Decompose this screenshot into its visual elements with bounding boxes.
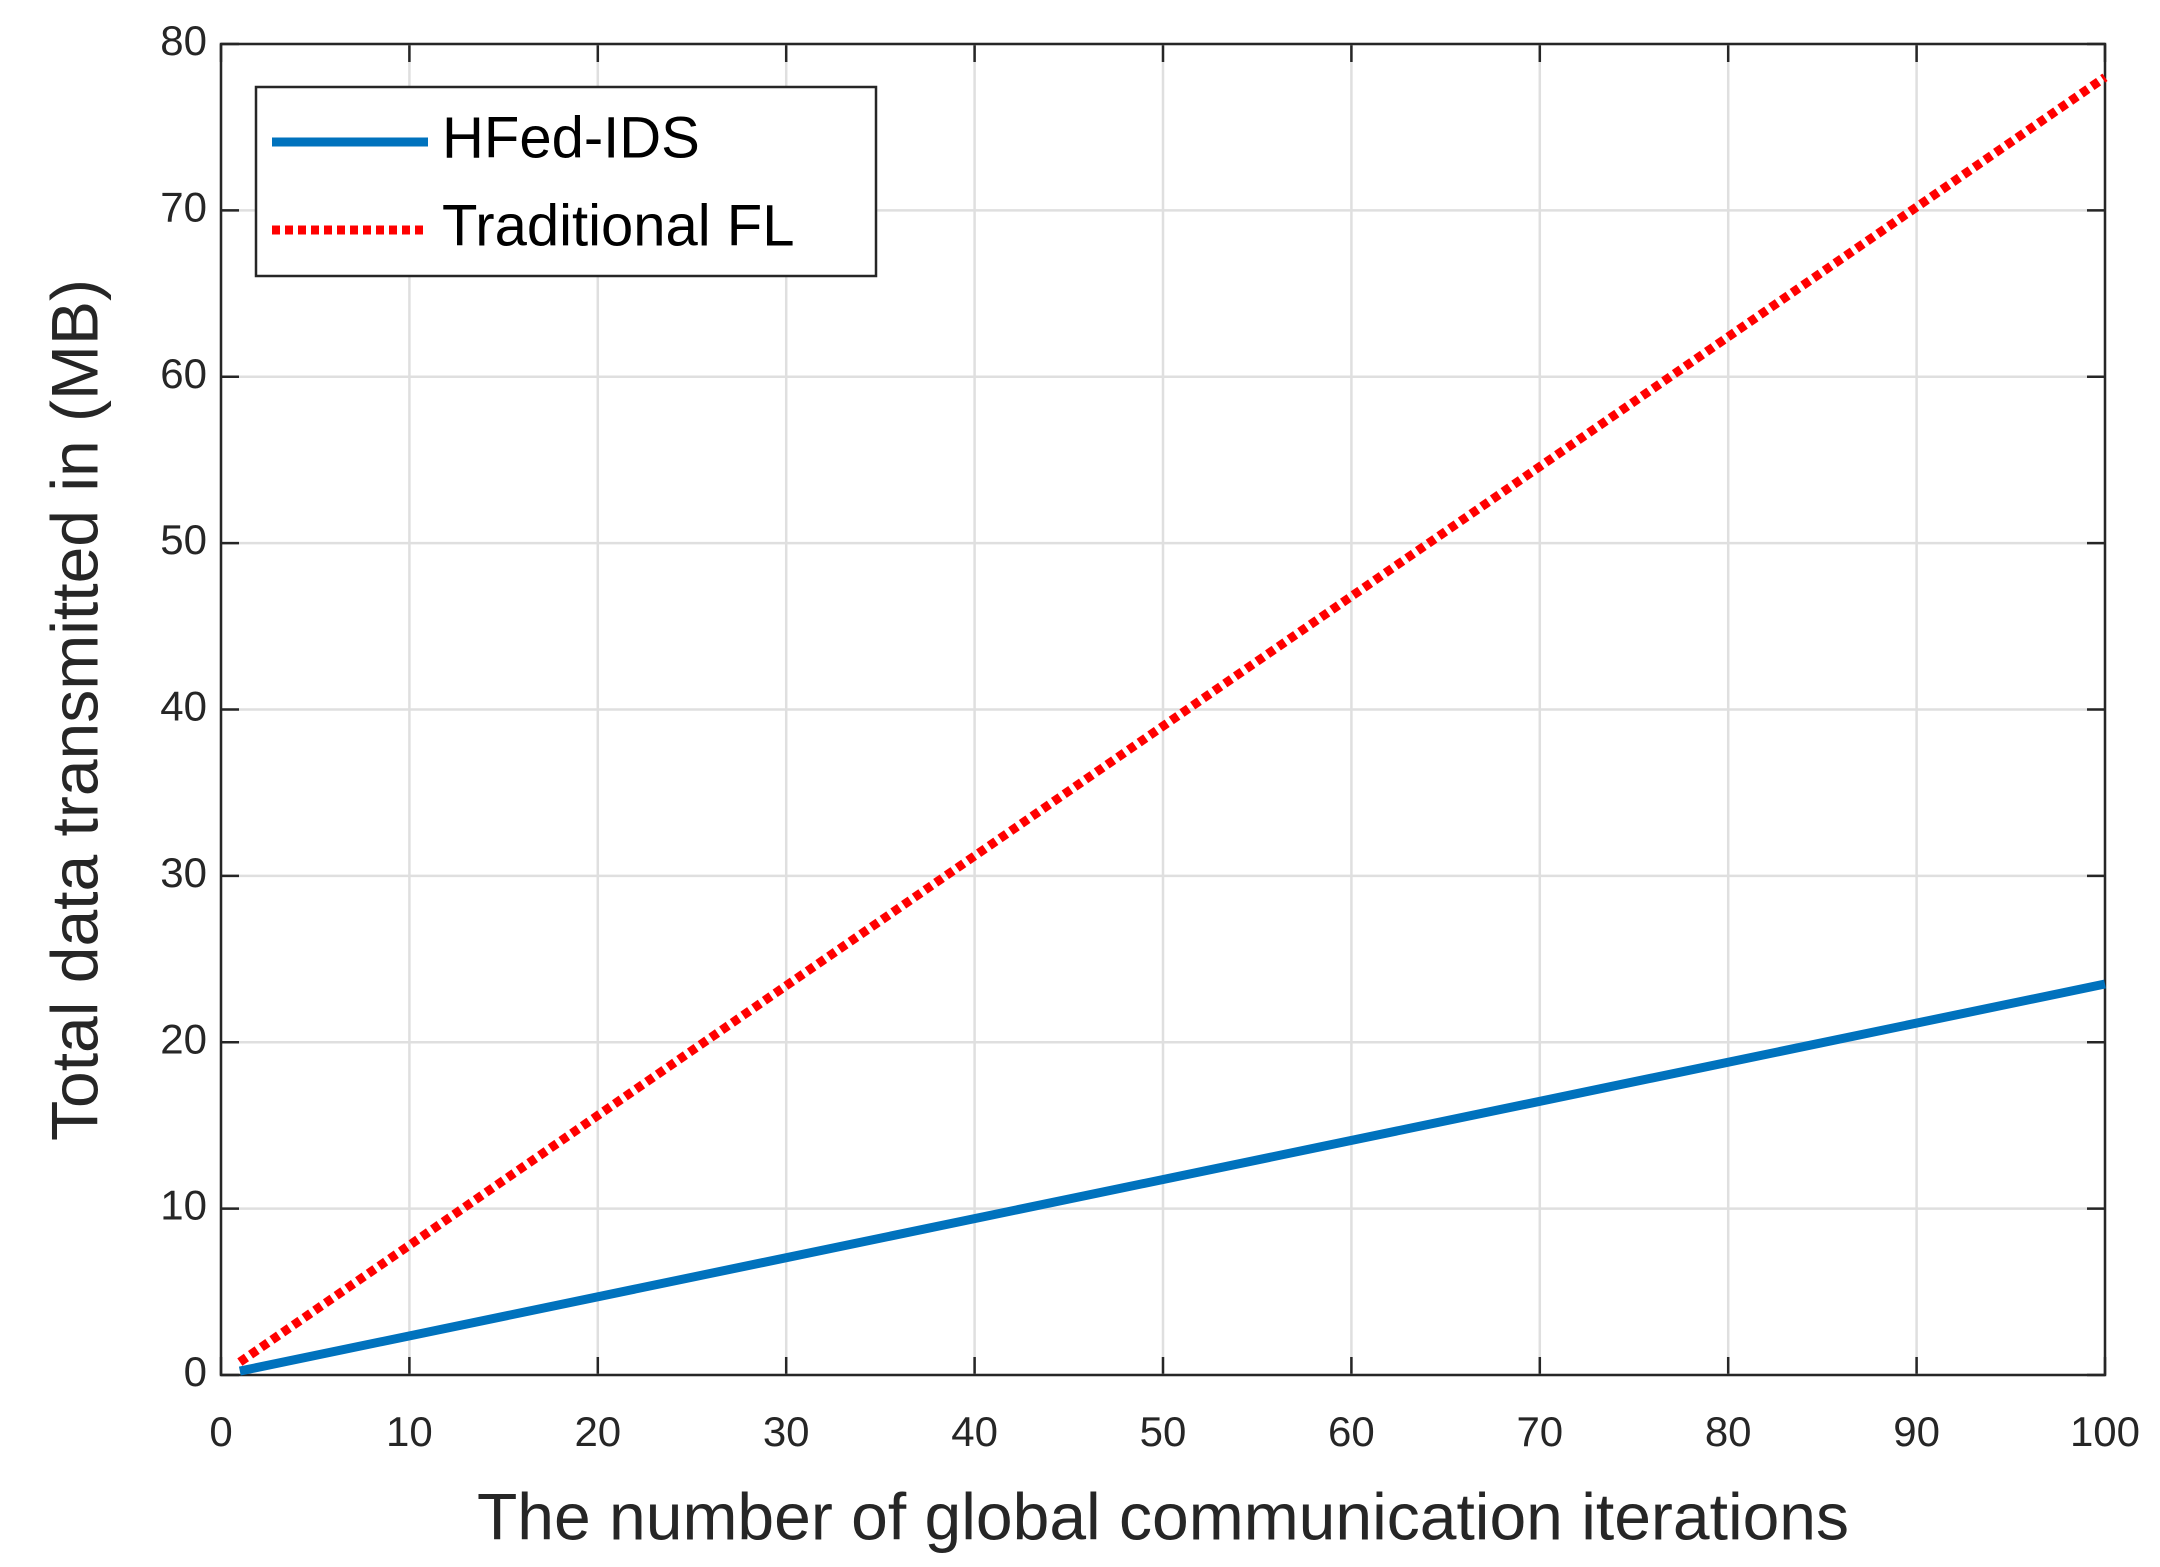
y-tick-label: 40	[160, 683, 207, 730]
x-tick-label: 70	[1516, 1408, 1563, 1455]
y-tick-label: 20	[160, 1015, 207, 1062]
y-tick-label: 80	[160, 17, 207, 64]
y-tick-label: 10	[160, 1182, 207, 1229]
x-tick-label: 50	[1140, 1408, 1187, 1455]
legend-label: HFed-IDS	[442, 105, 700, 170]
y-axis-label: Total data transmitted in (MB)	[37, 279, 111, 1141]
legend-box	[254, 85, 878, 278]
x-tick-label: 10	[386, 1408, 433, 1455]
x-tick-label: 100	[2070, 1408, 2140, 1455]
x-tick-label: 40	[951, 1408, 998, 1455]
x-tick-label: 90	[1893, 1408, 1940, 1455]
y-tick-label: 70	[160, 183, 207, 230]
y-tick-label: 60	[160, 350, 207, 397]
y-tick-label: 30	[160, 849, 207, 896]
x-tick-label: 0	[209, 1408, 232, 1455]
x-axis-label: The number of global communication itera…	[477, 1479, 1849, 1553]
series-line	[237, 73, 2108, 1366]
x-tick-label: 20	[574, 1408, 621, 1455]
y-tick-label: 0	[184, 1348, 207, 1395]
x-tick-label: 30	[763, 1408, 810, 1455]
y-tick-label: 50	[160, 516, 207, 563]
axes-box	[219, 42, 2107, 1377]
x-tick-label: 60	[1328, 1408, 1375, 1455]
series-line	[238, 979, 2106, 1376]
x-tick-label: 80	[1705, 1408, 1752, 1455]
legend-label: Traditional FL	[442, 193, 794, 258]
